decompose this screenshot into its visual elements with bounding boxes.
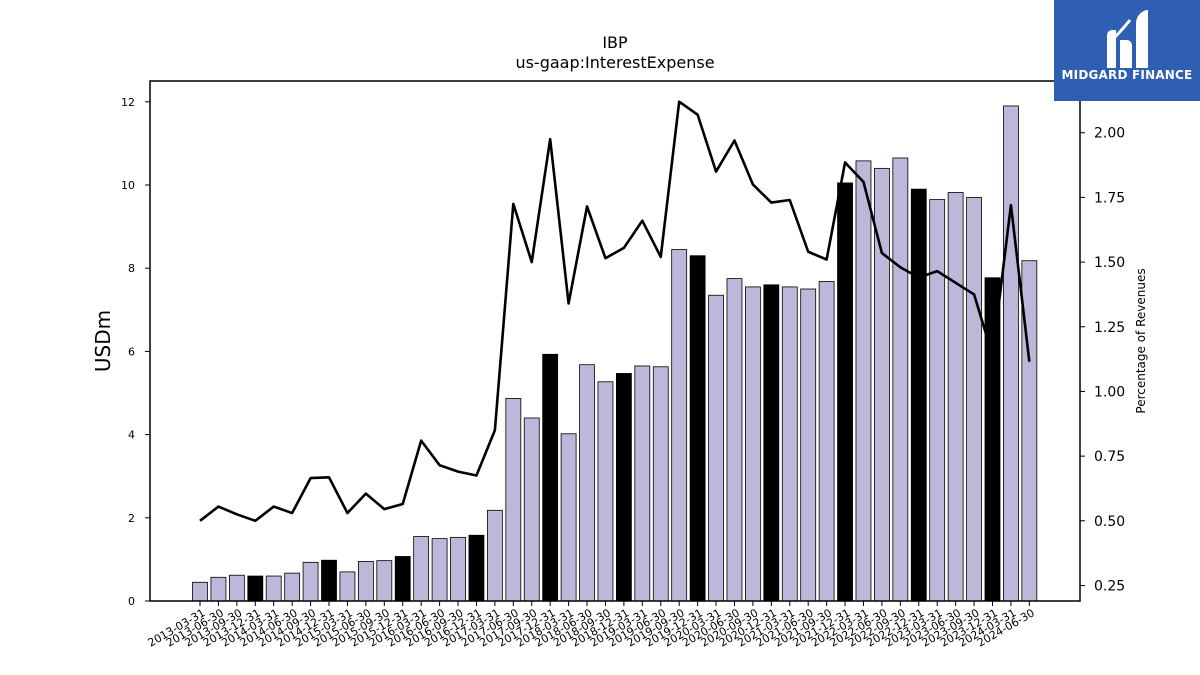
- bar-2022-03-31: [855, 160, 872, 602]
- y2-axis-label: Percentage of Revenues: [1134, 268, 1148, 413]
- brand-name: MIDGARD FINANCE: [1061, 68, 1193, 82]
- bar-2014-03-31: [265, 575, 282, 602]
- bar-2024-03-31: [1003, 105, 1019, 602]
- bar-2021-06-30: [800, 288, 817, 602]
- bar-2015-03-31: [339, 571, 356, 602]
- bar-2019-03-31: [634, 365, 651, 602]
- y-tick-label: 8: [128, 262, 135, 275]
- bar-2016-09-30: [450, 536, 466, 602]
- chart-title: IBP: [602, 33, 628, 52]
- bar-2016-06-30: [431, 538, 448, 602]
- bar-2015-06-30: [357, 561, 374, 602]
- bar-2020-09-30: [745, 286, 761, 602]
- line-layer: [199, 100, 1031, 523]
- brand-logo: MIDGARD FINANCE: [1054, 0, 1200, 101]
- y-tick-label: 12: [121, 96, 135, 109]
- y2-tick-label: 1.50: [1094, 255, 1125, 271]
- bar-2017-12-31: [542, 353, 559, 602]
- bar-2013-09-30: [228, 574, 245, 602]
- bar-2020-12-31: [763, 284, 780, 602]
- bar-2021-09-30: [818, 281, 835, 602]
- bar-2016-12-31: [468, 534, 485, 602]
- bar-2023-09-30: [966, 197, 982, 602]
- bar-2013-12-31: [247, 575, 264, 602]
- plot-frame: [149, 80, 1081, 602]
- bar-2018-03-31: [560, 433, 577, 602]
- y2-tick-label: 1.25: [1094, 320, 1125, 336]
- bar-2018-06-30: [579, 364, 595, 602]
- bar-2023-06-30: [947, 192, 964, 602]
- right-axis: 0.25 0.50 0.75 1.00 1.25 1.50 1.75 2.00: [1080, 126, 1125, 594]
- bar-2017-03-31: [486, 509, 503, 602]
- x-axis: 2013-03-312013-06-302013-09-302013-12-31…: [146, 601, 1037, 650]
- bar-2017-09-30: [523, 417, 540, 602]
- bar-2022-09-30: [892, 157, 909, 602]
- bar-2014-09-30: [302, 561, 319, 602]
- bar-2013-06-30: [210, 576, 227, 602]
- bar-2013-03-31: [192, 581, 208, 602]
- bar-2023-03-31: [929, 199, 946, 602]
- bar-2018-09-30: [597, 381, 614, 602]
- bar-2017-06-30: [505, 398, 522, 602]
- y2-tick-label: 1.75: [1094, 190, 1125, 206]
- bars-layer: [192, 105, 1038, 602]
- chart-subtitle: us-gaap:InterestExpense: [515, 53, 714, 72]
- percentage-line: [199, 100, 1031, 523]
- bar-2020-03-31: [708, 294, 724, 602]
- y-tick-label: 10: [121, 179, 135, 192]
- bar-2014-06-30: [284, 572, 301, 602]
- y2-tick-label: 0.75: [1094, 449, 1125, 465]
- y-axis-label: USDm: [91, 310, 115, 372]
- y2-tick-label: 0.50: [1094, 514, 1125, 530]
- y-tick-label: 4: [128, 429, 135, 442]
- bar-2023-12-31: [984, 277, 1001, 602]
- bar-2018-12-31: [615, 373, 632, 602]
- bar-2020-06-30: [726, 278, 743, 602]
- bar-2022-12-31: [910, 188, 927, 602]
- y2-tick-label: 0.25: [1094, 578, 1125, 594]
- bar-2015-09-30: [376, 560, 393, 602]
- bar-2019-12-31: [689, 255, 706, 602]
- bar-2019-06-30: [652, 366, 669, 602]
- y-tick-label: 2: [128, 512, 135, 525]
- bar-2021-12-31: [837, 182, 853, 602]
- y-tick-label: 0: [128, 595, 135, 608]
- y-tick-label: 6: [128, 345, 135, 358]
- bar-2016-03-31: [413, 536, 430, 602]
- bar-2014-12-31: [321, 559, 337, 602]
- y2-tick-label: 1.00: [1094, 384, 1125, 400]
- bar-2019-09-30: [671, 249, 688, 602]
- bar-2015-12-31: [394, 556, 411, 602]
- brand-mark-icon: [1107, 10, 1148, 68]
- y2-tick-label: 2.00: [1094, 126, 1125, 142]
- left-axis: 0 2 4 6 8 10 12: [121, 96, 150, 608]
- bar-2021-03-31: [781, 286, 798, 602]
